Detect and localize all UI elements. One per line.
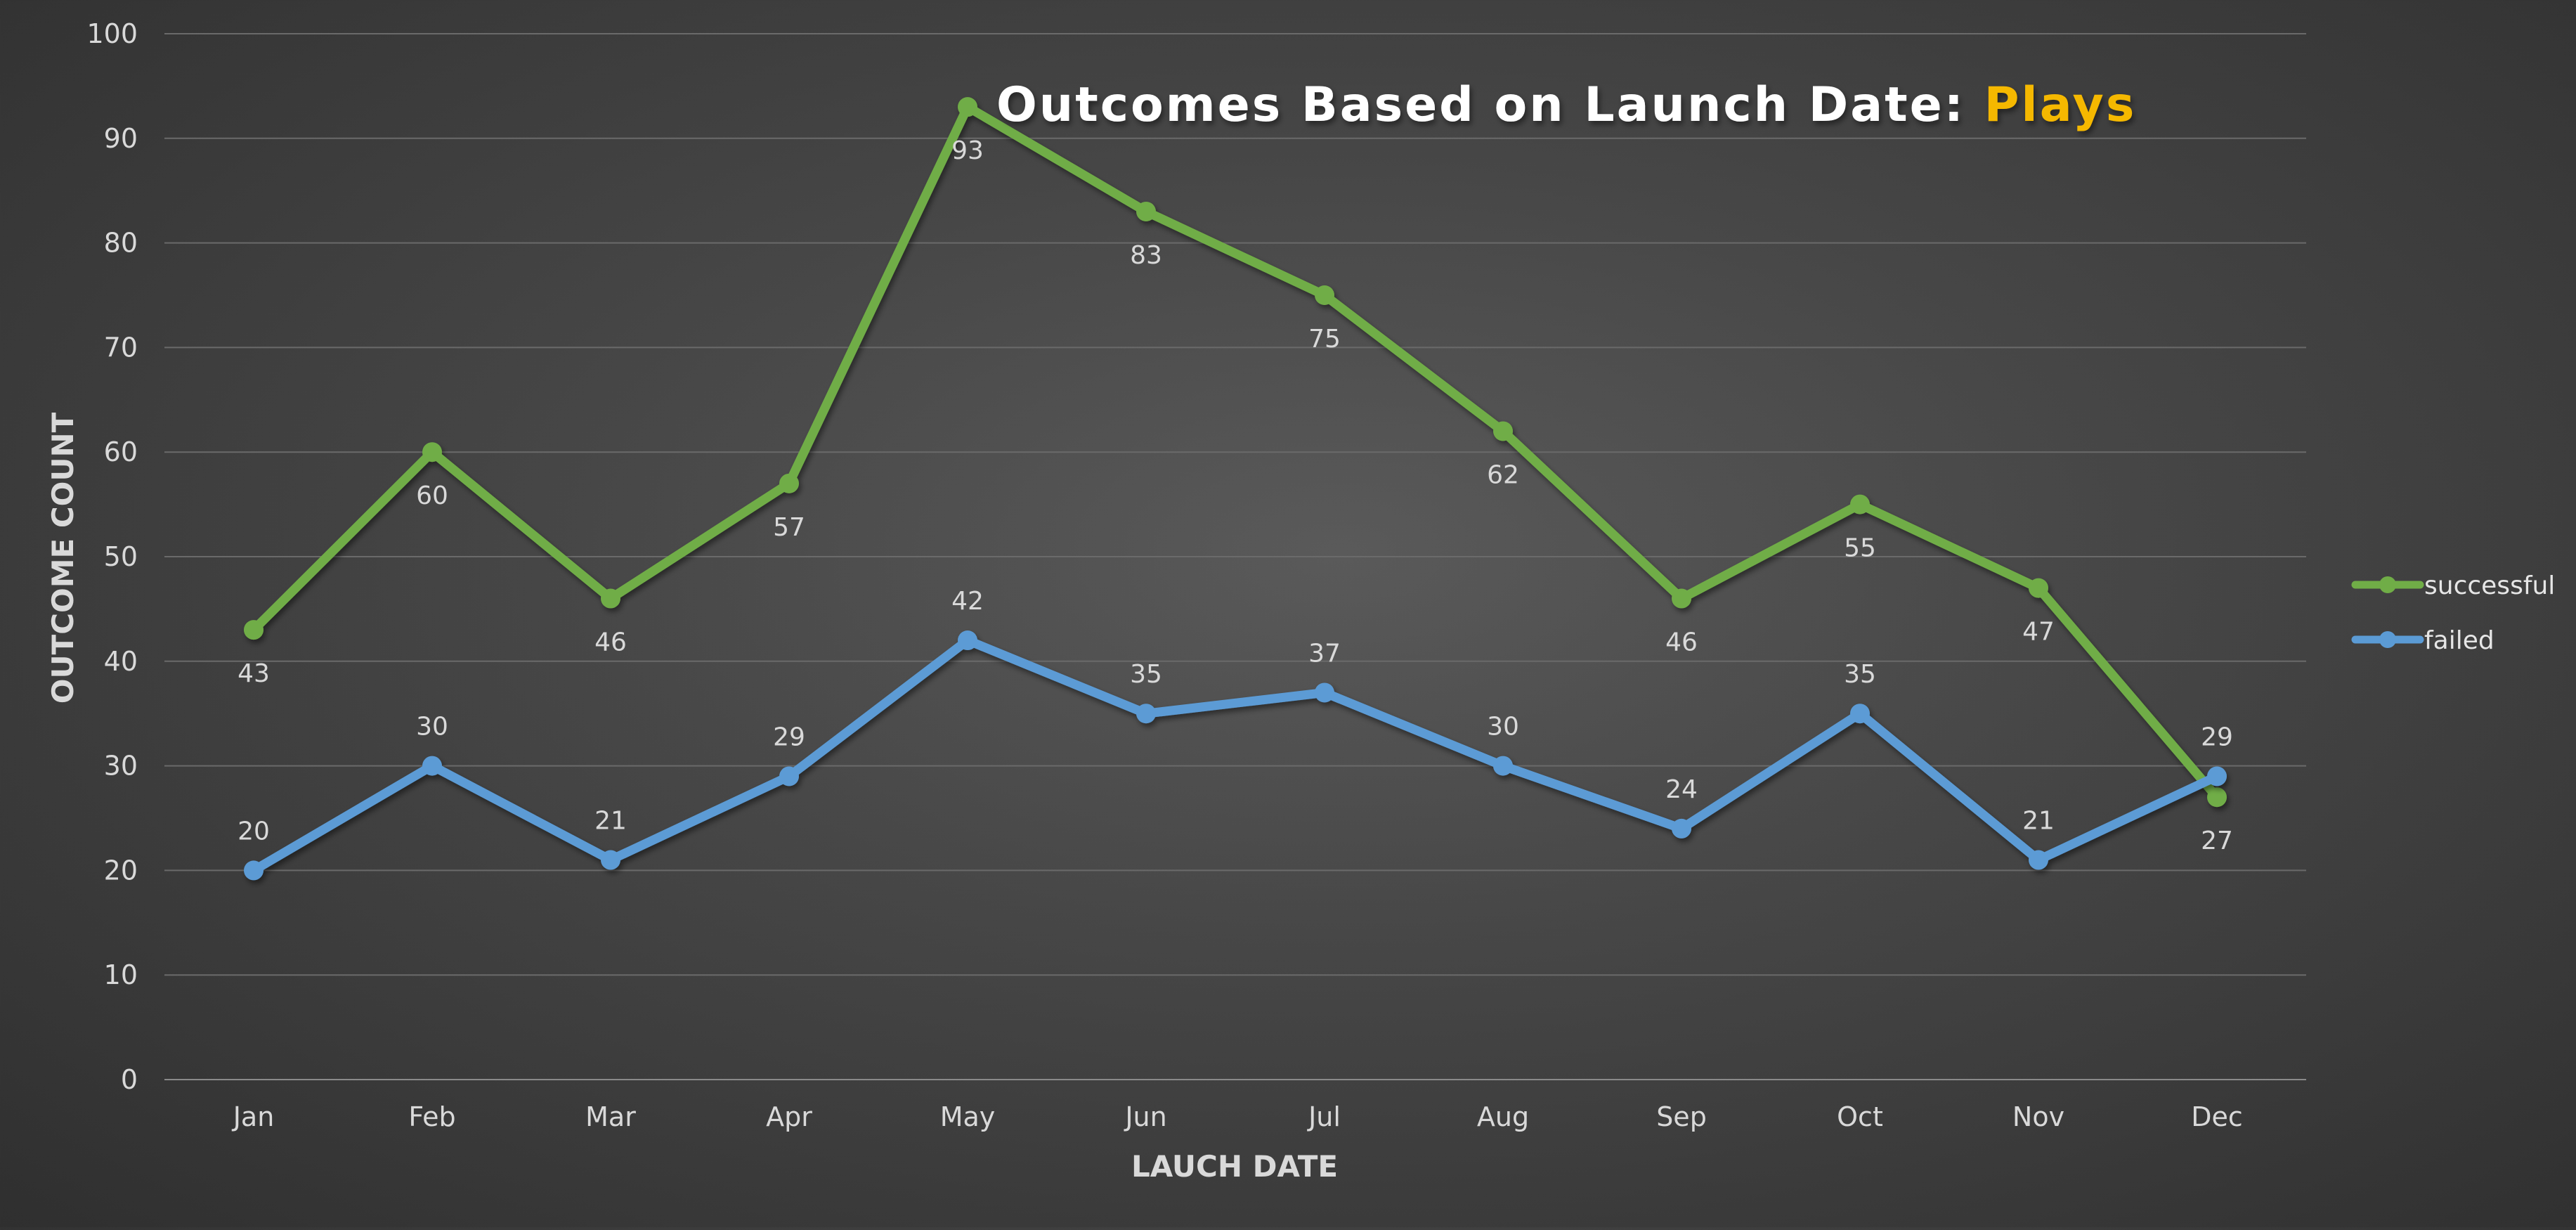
data-label-successful: 62: [1487, 460, 1519, 489]
y-tick-label: 30: [104, 751, 138, 782]
x-tick-label: Aug: [1477, 1101, 1529, 1132]
data-point-successful: [1672, 588, 1691, 609]
y-tick-label: 40: [104, 646, 138, 677]
data-label-failed: 42: [951, 587, 984, 616]
data-label-successful: 47: [2022, 618, 2055, 647]
series-line-failed: [249, 635, 2222, 875]
data-point-failed: [244, 860, 264, 881]
data-point-successful: [244, 620, 264, 640]
data-point-failed: [2029, 850, 2048, 870]
data-label-successful: 57: [773, 513, 805, 542]
chart-title: Outcomes Based on Launch Date: Plays: [996, 77, 2136, 133]
data-point-successful: [1315, 285, 1334, 305]
data-label-failed: 30: [416, 713, 448, 742]
x-tick-label: Dec: [2191, 1101, 2243, 1132]
data-label-failed: 30: [1487, 713, 1519, 742]
data-label-failed: 20: [238, 817, 270, 846]
chart-title-main: Outcomes Based on Launch Date:: [996, 77, 1984, 133]
data-labels: 43 60 46 57 93 83 75 62 46 55 47 27 20 30 21 29 42 35 37 30…: [238, 136, 2233, 855]
data-label-successful: 75: [1308, 325, 1341, 354]
data-point-failed: [958, 630, 977, 651]
data-point-failed: [1672, 818, 1691, 839]
data-label-successful: 93: [951, 136, 984, 165]
x-tick-label: Apr: [766, 1101, 812, 1132]
legend-swatch-marker: [2379, 631, 2396, 648]
data-point-failed: [1850, 704, 1870, 724]
x-tick-label: May: [940, 1101, 996, 1132]
x-tick-label: Oct: [1837, 1101, 1883, 1132]
data-label-failed: 24: [1665, 775, 1698, 804]
data-point-failed: [1493, 756, 1513, 776]
series-line-successful: [249, 102, 2222, 802]
y-tick-label: 20: [104, 855, 138, 886]
data-point-failed: [422, 756, 442, 776]
data-label-failed: 21: [594, 807, 627, 836]
data-point-successful: [601, 588, 620, 609]
y-tick-label: 60: [104, 436, 138, 467]
legend-swatch-marker: [2379, 576, 2396, 593]
data-point-failed: [601, 850, 620, 870]
data-label-successful: 27: [2201, 827, 2233, 855]
x-tick-label: Jan: [232, 1101, 275, 1132]
gridlines: [164, 33, 2306, 1080]
x-tick-label: Sep: [1656, 1101, 1707, 1132]
y-tick-label: 10: [104, 959, 138, 990]
data-point-failed: [2207, 766, 2227, 786]
data-point-successful: [2207, 787, 2227, 808]
y-tick-label: 50: [104, 541, 138, 572]
y-tick-label: 100: [86, 18, 138, 49]
x-axis-title: LAUCH DATE: [1131, 1149, 1338, 1184]
data-label-successful: 55: [1844, 534, 1876, 563]
data-point-successful: [1493, 421, 1513, 441]
data-label-successful: 46: [594, 628, 627, 657]
x-axis-ticks: Jan Feb Mar Apr May Jun Jul Aug Sep Oct Nov Dec: [232, 1101, 2243, 1132]
data-point-failed: [1136, 704, 1156, 724]
x-tick-label: Feb: [408, 1101, 455, 1132]
y-tick-label: 90: [104, 123, 138, 154]
series-group: [244, 97, 2227, 881]
data-label-failed: 29: [773, 723, 805, 751]
data-point-successful: [779, 473, 799, 493]
legend-item-failed: failed: [2351, 626, 2494, 655]
data-label-failed: 37: [1308, 639, 1341, 668]
legend: successful failed: [2351, 571, 2555, 655]
chart-title-highlight: Plays: [1984, 77, 2137, 133]
x-tick-label: Jul: [1307, 1101, 1341, 1132]
data-label-successful: 83: [1130, 241, 1162, 270]
data-label-successful: 46: [1665, 628, 1698, 657]
data-point-successful: [422, 442, 442, 462]
legend-label: failed: [2424, 626, 2494, 655]
data-point-failed: [779, 766, 799, 786]
x-tick-label: Mar: [585, 1101, 636, 1132]
series-successful: [244, 97, 2227, 808]
data-label-failed: 35: [1130, 660, 1162, 689]
y-tick-label: 80: [104, 228, 138, 259]
legend-item-successful: successful: [2351, 571, 2555, 600]
data-point-successful: [2029, 578, 2048, 598]
x-tick-label: Nov: [2012, 1101, 2064, 1132]
y-tick-label: 0: [121, 1064, 138, 1095]
data-label-failed: 29: [2201, 723, 2233, 751]
x-tick-label: Jun: [1124, 1101, 1166, 1132]
y-tick-label: 70: [104, 332, 138, 363]
data-label-failed: 35: [1844, 660, 1876, 689]
data-point-successful: [958, 97, 977, 117]
data-label-successful: 43: [238, 659, 270, 688]
data-point-failed: [1315, 682, 1334, 703]
data-label-failed: 21: [2022, 807, 2055, 836]
y-axis-title: OUTCOME COUNT: [46, 412, 80, 704]
data-point-successful: [1136, 201, 1156, 221]
y-axis-ticks: 0 10 20 30 40 50 60 70 80 90 100: [86, 18, 138, 1095]
data-point-successful: [1850, 494, 1870, 514]
legend-label: successful: [2424, 571, 2555, 600]
series-failed: [244, 630, 2227, 881]
data-label-successful: 60: [416, 481, 448, 510]
